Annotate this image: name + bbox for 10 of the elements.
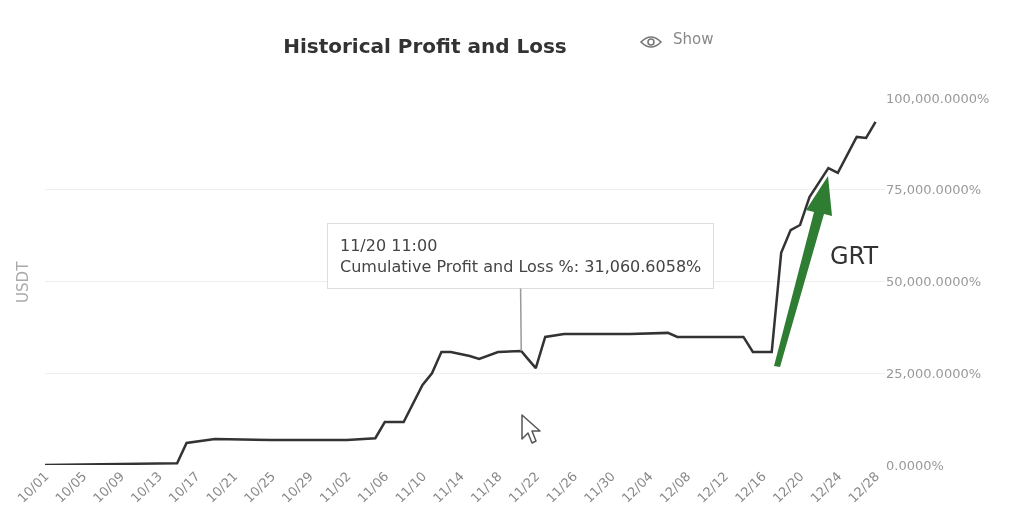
y-tick-label: 50,000.0000% (886, 274, 982, 290)
chart-title: Historical Profit and Loss (283, 34, 567, 59)
y-tick-label: 100,000.0000% (886, 90, 990, 106)
annotation: 11/20 11:00 Cumulative Profit and Loss %: 31,060.6058% (340, 236, 702, 276)
y-axis-title: USDT (13, 260, 32, 303)
annotation: GRT (830, 242, 879, 270)
y-tick-label: 25,000.0000% (886, 365, 982, 381)
y-tick-label: 75,000.0000% (886, 182, 982, 198)
y-tick-label: 0.0000% (886, 457, 944, 473)
text: Show (673, 30, 714, 48)
